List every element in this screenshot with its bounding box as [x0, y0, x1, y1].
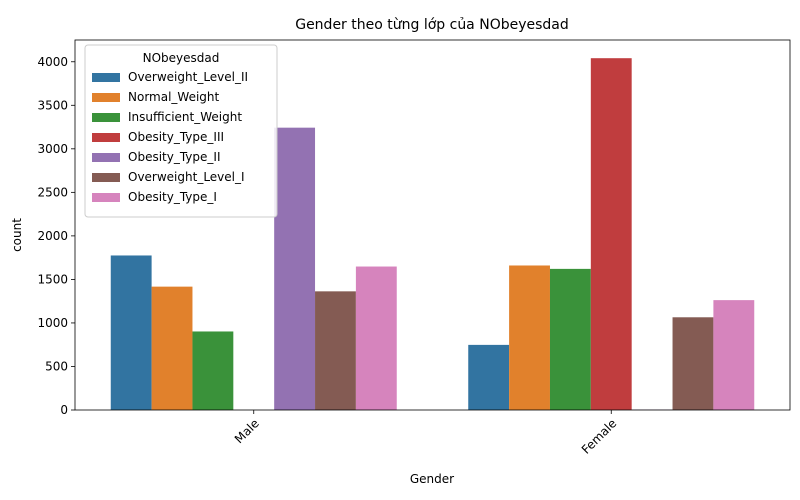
legend-label-obesity-type-i: Obesity_Type_I [128, 190, 217, 204]
bar-obesity-type-i-female [713, 300, 755, 410]
bar-overweight-level-i-male [315, 291, 356, 410]
bar-normal-weight-male [151, 286, 193, 410]
y-tick-label: 2000 [37, 229, 68, 243]
plot-area: 0 500 1000 1500 2000 2500 3000 3500 4000 Male Fema… [37, 39, 791, 457]
legend-swatch-obesity-type-ii [92, 153, 120, 162]
y-axis-label: count [10, 218, 24, 252]
legend-label-normal-weight: Normal_Weight [128, 90, 220, 104]
legend-swatch-overweight-level-ii [92, 73, 120, 82]
x-tick-label-female: Female [579, 416, 620, 457]
y-tick-label: 500 [45, 359, 68, 373]
legend-label-obesity-type-ii: Obesity_Type_II [128, 150, 220, 164]
legend-label-overweight-level-i: Overweight_Level_I [128, 170, 245, 184]
x-tick-label-male: Male [232, 416, 262, 446]
bar-normal-weight-female [509, 265, 550, 410]
legend-label-obesity-type-iii: Obesity_Type_III [128, 130, 224, 144]
legend-swatch-overweight-level-i [92, 173, 120, 182]
legend: NObeyesdad Overweight_Level_II Normal_Weig… [84, 44, 278, 218]
legend-label-overweight-level-ii: Overweight_Level_II [128, 70, 248, 84]
bar-obesity-type-ii-male [274, 127, 316, 410]
y-tick-label: 3500 [37, 98, 68, 112]
bar-overweight-level-i-female [672, 317, 714, 410]
y-tick-label: 1500 [37, 272, 68, 286]
legend-title: NObeyesdad [143, 51, 220, 65]
y-tick-label: 3000 [37, 142, 68, 156]
bar-insufficient-weight-female [549, 268, 591, 410]
legend-swatch-obesity-type-i [92, 193, 120, 202]
legend-box [84, 44, 278, 218]
bar-insufficient-weight-male [192, 331, 234, 410]
legend-swatch-obesity-type-iii [92, 133, 120, 142]
y-tick-label: 4000 [37, 55, 68, 69]
y-tick-label: 1000 [37, 316, 68, 330]
legend-label-insufficient-weight: Insufficient_Weight [128, 110, 242, 124]
bar-obesity-type-iii-female [590, 58, 632, 411]
chart-title: Gender theo từng lớp của NObeyesdad [295, 17, 569, 33]
plot-frame [74, 39, 791, 411]
legend-swatch-insufficient-weight [92, 113, 120, 122]
bar-obesity-type-i-male [355, 266, 397, 410]
y-tick-label: 0 [60, 403, 68, 417]
bar-overweight-level-ii-female [468, 344, 510, 410]
x-axis-label: Gender [410, 472, 454, 486]
bar-overweight-level-ii-male [110, 255, 152, 410]
y-tick-label: 2500 [37, 185, 68, 199]
legend-swatch-normal-weight [92, 93, 120, 102]
